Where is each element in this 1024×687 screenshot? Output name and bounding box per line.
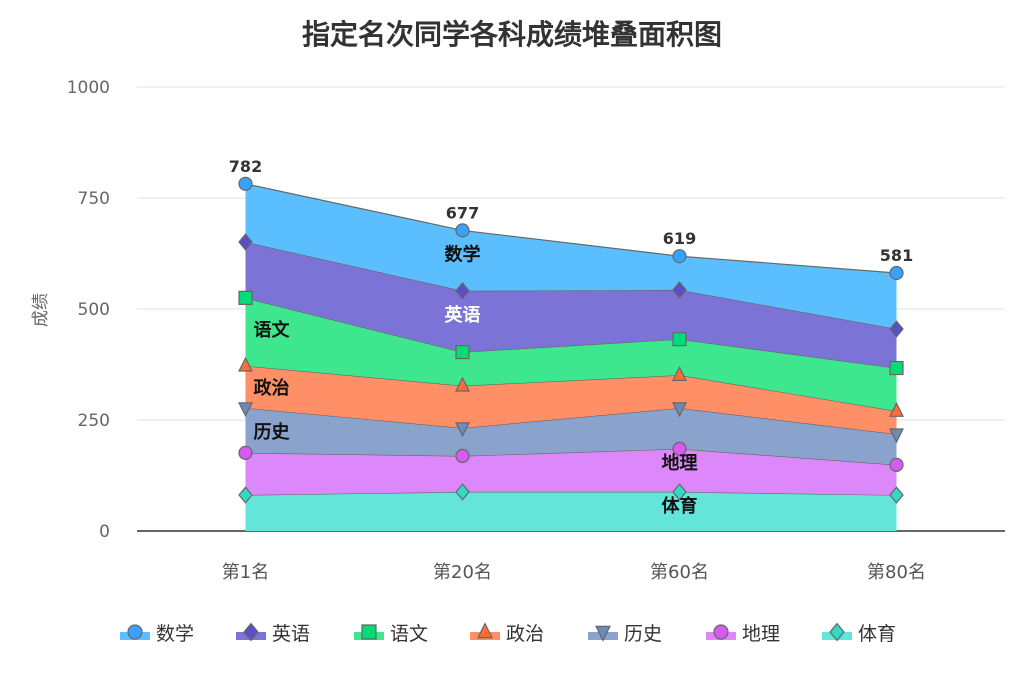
y-tick-label: 1000	[67, 78, 110, 98]
legend-label: 政治	[506, 623, 544, 645]
data-point-政治	[455, 376, 470, 392]
legend-label: 地理	[742, 623, 780, 645]
data-point-地理	[455, 448, 470, 464]
legend-item-体育[interactable]: 体育	[822, 622, 896, 645]
total-data-label: 581	[880, 246, 913, 265]
legend-item-英语[interactable]: 英语	[236, 622, 310, 645]
legend-marker-icon	[243, 622, 259, 642]
legend-item-政治[interactable]: 政治	[470, 622, 544, 645]
legend-label: 历史	[624, 623, 662, 645]
data-point-语文	[238, 290, 253, 305]
y-tick-label: 750	[78, 189, 110, 209]
legend-marker-icon	[361, 624, 377, 640]
data-point-体育	[672, 483, 687, 501]
data-point-历史	[889, 428, 904, 444]
x-tick-label: 第1名	[222, 562, 269, 583]
area-layers	[245, 183, 897, 531]
legend-item-数学[interactable]: 数学	[120, 623, 194, 645]
area-数学	[245, 183, 897, 329]
chart-title: 指定名次同学各科成绩堆叠面积图	[302, 18, 722, 51]
data-point-数学	[889, 265, 904, 281]
legend-label: 数学	[156, 623, 194, 645]
series-label-政治: 政治	[254, 377, 290, 399]
data-point-英语	[889, 320, 904, 338]
line-数学	[245, 183, 897, 274]
data-point-体育	[889, 486, 904, 504]
area-历史	[245, 408, 897, 465]
data-point-语文	[455, 344, 470, 360]
total-data-label: 677	[446, 203, 479, 222]
legend-label: 体育	[858, 623, 896, 645]
x-tick-label: 第80名	[867, 562, 926, 583]
data-point-地理	[238, 445, 253, 460]
legend: 数学 英语 语文 政治 历史 地理 体育	[120, 622, 896, 645]
data-point-数学	[455, 223, 470, 238]
legend-marker-icon	[595, 625, 611, 642]
data-point-地理	[889, 457, 904, 472]
data-point-政治	[238, 356, 253, 372]
data-point-英语	[238, 233, 253, 251]
data-point-语文	[889, 360, 904, 376]
legend-item-语文[interactable]: 语文	[354, 623, 428, 645]
series-label-历史: 历史	[254, 421, 291, 443]
area-体育	[245, 491, 897, 531]
data-point-地理	[672, 441, 687, 456]
area-地理	[245, 448, 897, 496]
data-markers	[238, 176, 904, 504]
series-label-体育: 体育	[662, 495, 698, 517]
x-tick-label: 第60名	[650, 562, 709, 583]
y-tick-label: 0	[99, 522, 110, 542]
series-label-英语: 英语	[444, 304, 481, 326]
y-tick-label: 250	[78, 411, 110, 431]
total-data-label: 619	[663, 229, 696, 248]
data-point-语文	[672, 332, 687, 347]
data-point-政治	[672, 366, 687, 381]
legend-label: 语文	[390, 623, 428, 645]
area-英语	[245, 241, 897, 369]
total-data-label: 782	[229, 157, 262, 176]
data-point-数学	[238, 176, 253, 191]
data-point-历史	[672, 402, 687, 418]
area-语文	[245, 297, 897, 412]
data-point-英语	[672, 281, 687, 299]
legend-marker-icon	[829, 622, 845, 642]
data-point-数学	[672, 249, 687, 264]
y-tick-label: 500	[78, 300, 110, 320]
series-label-语文: 语文	[254, 319, 291, 341]
legend-item-地理[interactable]: 地理	[706, 623, 780, 645]
legend-marker-icon	[127, 624, 143, 640]
area-政治	[245, 365, 897, 435]
series-label-地理: 地理	[662, 452, 698, 474]
legend-marker-icon	[477, 622, 493, 639]
line-语文	[245, 297, 897, 369]
data-point-英语	[455, 282, 470, 300]
legend-marker-icon	[713, 624, 729, 640]
x-tick-label: 第20名	[433, 562, 492, 583]
legend-label: 英语	[272, 623, 310, 645]
series-label-数学: 数学	[445, 243, 481, 265]
data-point-历史	[238, 402, 253, 418]
data-point-政治	[889, 401, 904, 417]
data-point-历史	[455, 422, 470, 438]
legend-item-历史[interactable]: 历史	[588, 623, 662, 645]
data-point-体育	[455, 483, 470, 501]
data-point-体育	[238, 486, 253, 504]
y-axis-label: 成绩	[31, 293, 51, 327]
